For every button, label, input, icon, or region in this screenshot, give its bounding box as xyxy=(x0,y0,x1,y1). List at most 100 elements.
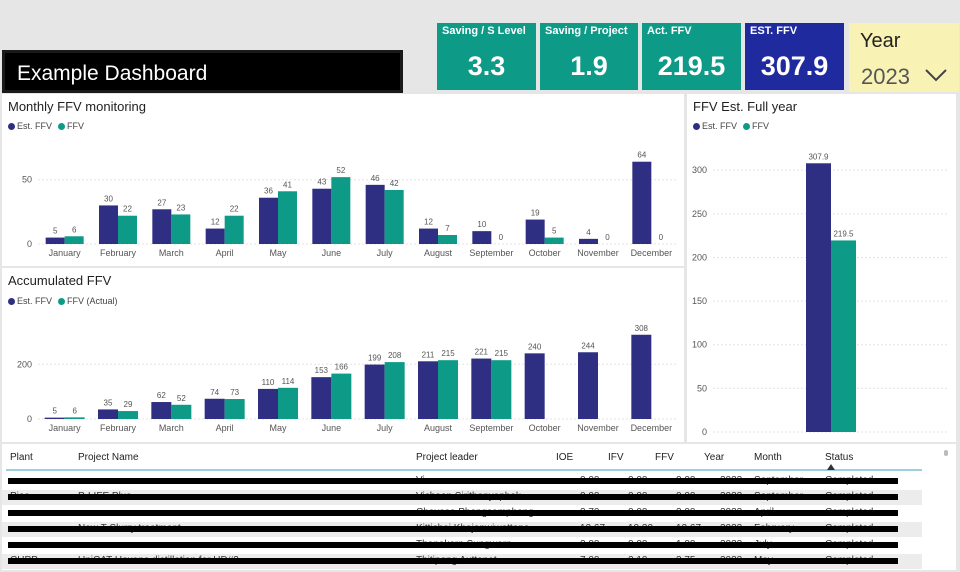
chart-legend: Est. FFV FFV xyxy=(8,121,84,131)
bar[interactable] xyxy=(631,334,652,419)
bar[interactable] xyxy=(99,205,118,244)
data-label: 27 xyxy=(157,198,166,207)
col-project-leader[interactable]: Project leader xyxy=(416,452,478,463)
data-label: 208 xyxy=(388,351,402,360)
col-project-name[interactable]: Project Name xyxy=(78,452,139,463)
col-ioe[interactable]: IOE xyxy=(556,452,574,463)
col-plant[interactable]: Plant xyxy=(10,452,33,463)
data-label: 12 xyxy=(211,218,220,227)
bar[interactable] xyxy=(118,411,138,419)
bar[interactable] xyxy=(312,188,332,244)
bar[interactable] xyxy=(151,402,172,419)
bar[interactable] xyxy=(384,362,405,419)
bar[interactable] xyxy=(98,409,118,419)
bar[interactable] xyxy=(45,237,65,244)
legend-item-ffv-actual[interactable]: FFV (Actual) xyxy=(58,296,118,306)
monthly-ffv-panel: Monthly FFV monitoring Est. FFV FFV 0 50 5… xyxy=(2,94,684,266)
bar[interactable] xyxy=(544,237,564,244)
bar[interactable] xyxy=(438,235,457,244)
data-label: 199 xyxy=(368,354,382,363)
col-ffv[interactable]: FFV xyxy=(655,452,674,463)
bar[interactable] xyxy=(64,236,84,244)
bar[interactable] xyxy=(806,163,831,432)
accumulated-ffv-chart[interactable]: 0 200 5 6 January 35 29 February 62 52 March 74 73 Ap… xyxy=(2,268,684,442)
legend-item-ffv[interactable]: FFV xyxy=(58,121,84,131)
bar[interactable] xyxy=(64,417,85,419)
bar[interactable] xyxy=(171,404,192,419)
legend-item-ffv[interactable]: FFV xyxy=(743,121,769,131)
legend-item-est[interactable]: Est. FFV xyxy=(693,121,737,131)
bar[interactable] xyxy=(259,197,278,244)
y-tick-label: 200 xyxy=(17,359,32,369)
data-label: 153 xyxy=(315,366,329,375)
bar[interactable] xyxy=(118,215,137,244)
bar[interactable] xyxy=(205,228,225,244)
bar[interactable] xyxy=(171,214,191,244)
x-tick-label: July xyxy=(377,423,394,433)
project-table: Plant Project Name Project leader IOE IF… xyxy=(2,444,956,570)
bar[interactable] xyxy=(831,240,856,432)
bar[interactable] xyxy=(331,177,351,244)
x-tick-label: December xyxy=(631,423,673,433)
bar[interactable] xyxy=(438,360,458,419)
bar[interactable] xyxy=(152,209,172,244)
data-label: 64 xyxy=(637,151,646,160)
y-tick-label: 50 xyxy=(697,383,707,393)
bar[interactable] xyxy=(384,190,404,244)
bar[interactable] xyxy=(471,358,492,419)
x-tick-label: June xyxy=(322,248,342,258)
bar[interactable] xyxy=(579,238,598,244)
year-slicer[interactable]: Year 2023 xyxy=(849,23,959,92)
data-label: 6 xyxy=(72,406,77,415)
kpi-saving-project[interactable]: Saving / Project 1.9 xyxy=(540,23,638,90)
bar[interactable] xyxy=(311,377,332,419)
x-tick-label: September xyxy=(469,248,513,258)
col-month[interactable]: Month xyxy=(754,452,782,463)
x-tick-label: November xyxy=(577,248,619,258)
bar[interactable] xyxy=(632,161,652,244)
y-tick-label: 300 xyxy=(692,165,707,175)
kpi-saving-s-level[interactable]: Saving / S Level 3.3 xyxy=(437,23,536,90)
bar[interactable] xyxy=(278,191,297,244)
bar[interactable] xyxy=(44,417,65,419)
x-tick-label: January xyxy=(49,423,82,433)
kpi-value: 219.5 xyxy=(657,51,726,81)
full-year-ffv-chart[interactable]: 0 50 100 150 200 250 300 307.9 219.5 xyxy=(687,94,956,442)
x-tick-label: April xyxy=(216,423,234,433)
data-label: 244 xyxy=(581,341,595,350)
col-ifv[interactable]: IFV xyxy=(608,452,624,463)
bar[interactable] xyxy=(278,387,298,419)
bar[interactable] xyxy=(224,399,245,419)
bar[interactable] xyxy=(204,398,225,419)
table-scrollbar[interactable] xyxy=(944,450,948,456)
col-year[interactable]: Year xyxy=(704,452,725,463)
legend-item-est[interactable]: Est. FFV xyxy=(8,121,52,131)
kpi-est-ffv[interactable]: EST. FFV 307.9 xyxy=(745,23,844,90)
bar[interactable] xyxy=(364,364,385,419)
bar[interactable] xyxy=(418,361,438,419)
redaction-bar xyxy=(8,494,898,500)
year-slicer-label: Year xyxy=(860,30,901,52)
bar[interactable] xyxy=(258,388,278,419)
bar[interactable] xyxy=(472,231,492,244)
data-label: 62 xyxy=(157,391,166,400)
bar[interactable] xyxy=(524,353,545,419)
sort-ascending-icon[interactable] xyxy=(827,464,835,470)
bar[interactable] xyxy=(331,373,352,419)
y-tick-label: 100 xyxy=(692,340,707,350)
data-label: 23 xyxy=(176,203,185,212)
bar[interactable] xyxy=(365,184,385,244)
x-tick-label: August xyxy=(424,248,453,258)
bar[interactable] xyxy=(419,228,438,244)
kpi-act-ffv[interactable]: Act. FFV 219.5 xyxy=(642,23,741,90)
legend-item-est[interactable]: Est. FFV xyxy=(8,296,52,306)
y-tick-label: 0 xyxy=(27,239,32,249)
kpi-label: Saving / Project xyxy=(545,25,628,37)
col-status[interactable]: Status xyxy=(825,452,854,463)
bar[interactable] xyxy=(491,360,512,419)
bar[interactable] xyxy=(525,219,545,244)
bar[interactable] xyxy=(578,352,598,419)
chevron-down-icon[interactable] xyxy=(924,68,948,82)
bar[interactable] xyxy=(224,215,244,244)
